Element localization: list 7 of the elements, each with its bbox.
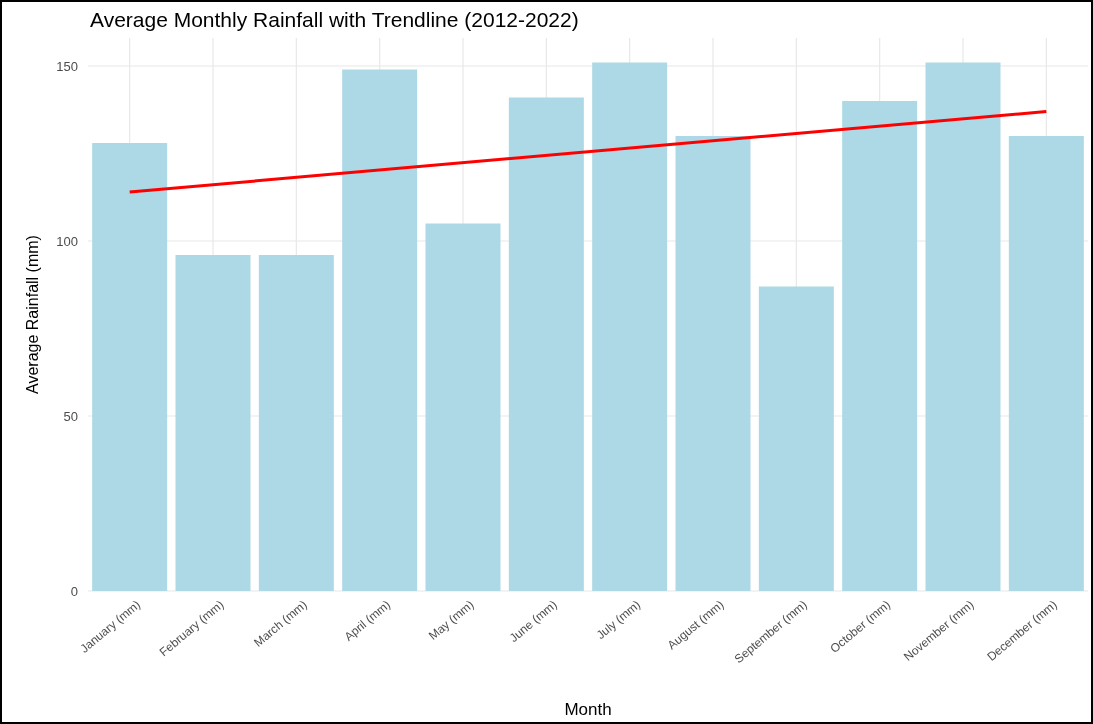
y-tick-label: 0 bbox=[70, 583, 78, 599]
y-tick-label: 50 bbox=[63, 408, 78, 424]
y-tick-label: 100 bbox=[56, 233, 78, 249]
y-axis-title: Average Rainfall (mm) bbox=[24, 235, 41, 394]
chart-title: Average Monthly Rainfall with Trendline (2012-2022) bbox=[90, 8, 579, 31]
y-tick-label: 150 bbox=[56, 58, 78, 74]
x-axis-title: Month bbox=[564, 700, 612, 719]
